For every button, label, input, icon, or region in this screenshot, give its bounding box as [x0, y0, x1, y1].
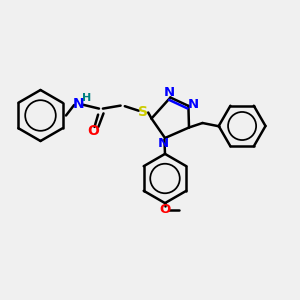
- Text: O: O: [159, 203, 171, 216]
- Text: S: S: [138, 106, 148, 119]
- Text: N: N: [73, 97, 84, 110]
- Text: H: H: [82, 93, 91, 103]
- Text: N: N: [164, 86, 176, 100]
- Text: N: N: [158, 137, 169, 150]
- Text: O: O: [87, 124, 99, 138]
- Text: N: N: [188, 98, 199, 111]
